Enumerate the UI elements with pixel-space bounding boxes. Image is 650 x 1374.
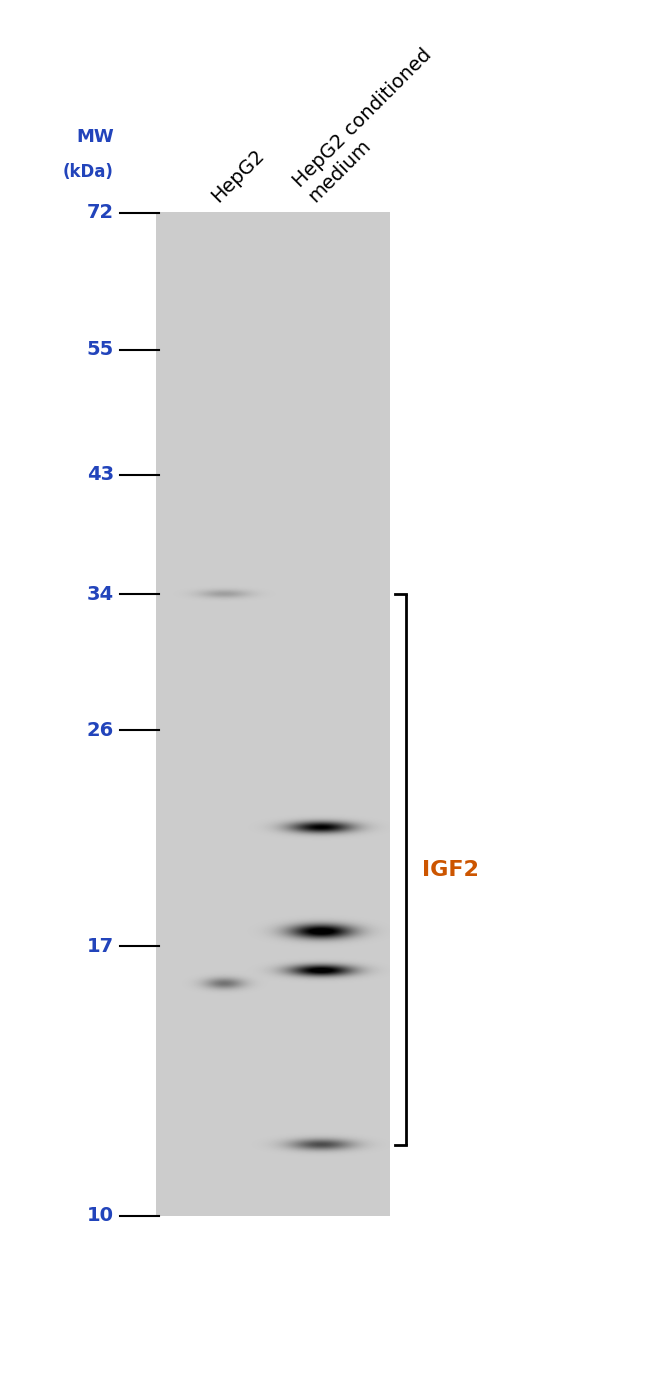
Text: 55: 55 xyxy=(86,341,114,360)
Text: 10: 10 xyxy=(86,1206,114,1226)
Text: (kDa): (kDa) xyxy=(63,162,114,181)
Text: HepG2 conditioned
medium: HepG2 conditioned medium xyxy=(289,45,451,206)
Text: MW: MW xyxy=(76,128,114,147)
Text: 72: 72 xyxy=(86,203,114,223)
Text: IGF2: IGF2 xyxy=(422,860,480,879)
Text: 34: 34 xyxy=(86,585,114,603)
Text: 43: 43 xyxy=(86,466,114,485)
Text: 26: 26 xyxy=(86,721,114,741)
Text: 17: 17 xyxy=(86,937,114,956)
Text: HepG2: HepG2 xyxy=(207,146,268,206)
